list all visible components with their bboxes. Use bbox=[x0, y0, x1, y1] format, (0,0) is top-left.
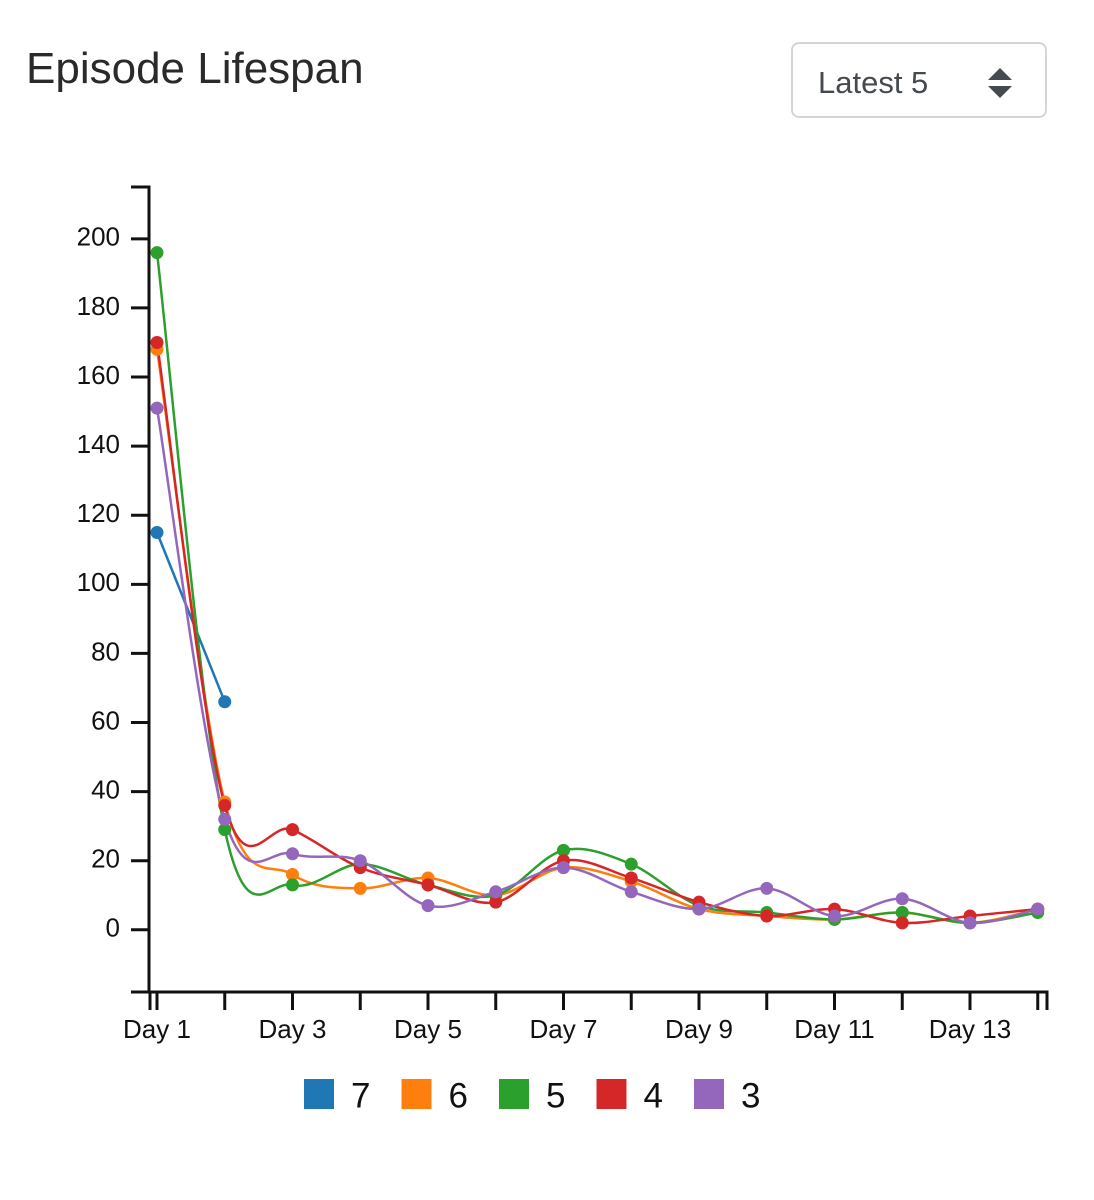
legend-swatch bbox=[694, 1079, 724, 1109]
x-tick-label: Day 13 bbox=[929, 1014, 1011, 1044]
chart-title: Episode Lifespan bbox=[26, 44, 364, 93]
series-line bbox=[155, 349, 1039, 925]
legend-swatch bbox=[401, 1079, 432, 1109]
y-tick-label: 0 bbox=[106, 913, 120, 943]
y-tick-label: 180 bbox=[77, 291, 120, 321]
legend-swatch bbox=[499, 1079, 529, 1109]
data-point bbox=[760, 909, 774, 923]
y-tick-label: 120 bbox=[77, 498, 120, 528]
x-tick-label: Day 7 bbox=[530, 1014, 598, 1044]
y-tick-label: 80 bbox=[91, 636, 120, 666]
data-point bbox=[150, 401, 164, 415]
y-tick-label: 20 bbox=[91, 844, 120, 874]
legend-label: 5 bbox=[546, 1076, 565, 1115]
legend-label: 6 bbox=[449, 1076, 468, 1115]
x-tick-label: Day 1 bbox=[123, 1014, 191, 1044]
y-tick-label: 160 bbox=[77, 360, 120, 390]
data-point bbox=[421, 899, 435, 913]
data-point bbox=[218, 812, 232, 826]
data-point bbox=[624, 857, 638, 871]
data-point bbox=[760, 881, 774, 895]
y-tick-label: 60 bbox=[91, 705, 120, 735]
data-point bbox=[218, 823, 232, 837]
data-point bbox=[1031, 902, 1045, 916]
data-point bbox=[895, 892, 909, 906]
data-point bbox=[489, 895, 503, 909]
y-tick-label: 140 bbox=[77, 429, 120, 459]
data-point bbox=[150, 335, 164, 349]
x-tick-label: Day 3 bbox=[259, 1014, 327, 1044]
legend-label: 3 bbox=[741, 1076, 760, 1115]
episode-count-select[interactable]: Latest 5 bbox=[791, 42, 1047, 118]
data-point bbox=[150, 525, 164, 539]
data-point bbox=[286, 878, 299, 892]
y-tick-label: 200 bbox=[77, 222, 120, 252]
data-point bbox=[150, 246, 164, 260]
series-line bbox=[155, 407, 1039, 925]
data-point bbox=[218, 798, 232, 812]
data-point bbox=[557, 843, 570, 857]
data-point bbox=[353, 881, 367, 895]
data-point bbox=[353, 854, 367, 868]
data-point bbox=[557, 861, 570, 875]
data-point bbox=[692, 902, 706, 916]
series-line bbox=[155, 532, 226, 703]
y-tick-label: 40 bbox=[91, 774, 120, 804]
data-point bbox=[895, 906, 909, 920]
x-tick-label: Day 11 bbox=[794, 1014, 874, 1044]
select-arrows bbox=[988, 68, 1012, 98]
legend-label: 4 bbox=[644, 1076, 663, 1115]
x-tick-label: Day 5 bbox=[394, 1014, 462, 1044]
data-point bbox=[624, 885, 638, 899]
data-point bbox=[286, 868, 299, 882]
data-point bbox=[624, 871, 638, 885]
x-axis bbox=[148, 990, 1049, 1010]
data-point bbox=[895, 916, 909, 930]
data-point bbox=[286, 823, 299, 837]
legend-swatch bbox=[596, 1079, 627, 1109]
select-value: Latest 5 bbox=[818, 65, 929, 100]
legend-swatch bbox=[304, 1079, 334, 1109]
data-point bbox=[421, 878, 435, 892]
series-line bbox=[155, 252, 1038, 925]
legend-label: 7 bbox=[351, 1076, 370, 1115]
x-tick-label: Day 9 bbox=[665, 1014, 733, 1044]
data-point bbox=[489, 885, 503, 899]
series-line bbox=[155, 342, 1038, 925]
y-tick-label: 100 bbox=[77, 567, 120, 597]
data-point bbox=[286, 847, 299, 861]
data-point bbox=[218, 695, 232, 709]
y-axis bbox=[131, 185, 151, 994]
data-point bbox=[963, 916, 977, 930]
data-point bbox=[828, 909, 841, 923]
